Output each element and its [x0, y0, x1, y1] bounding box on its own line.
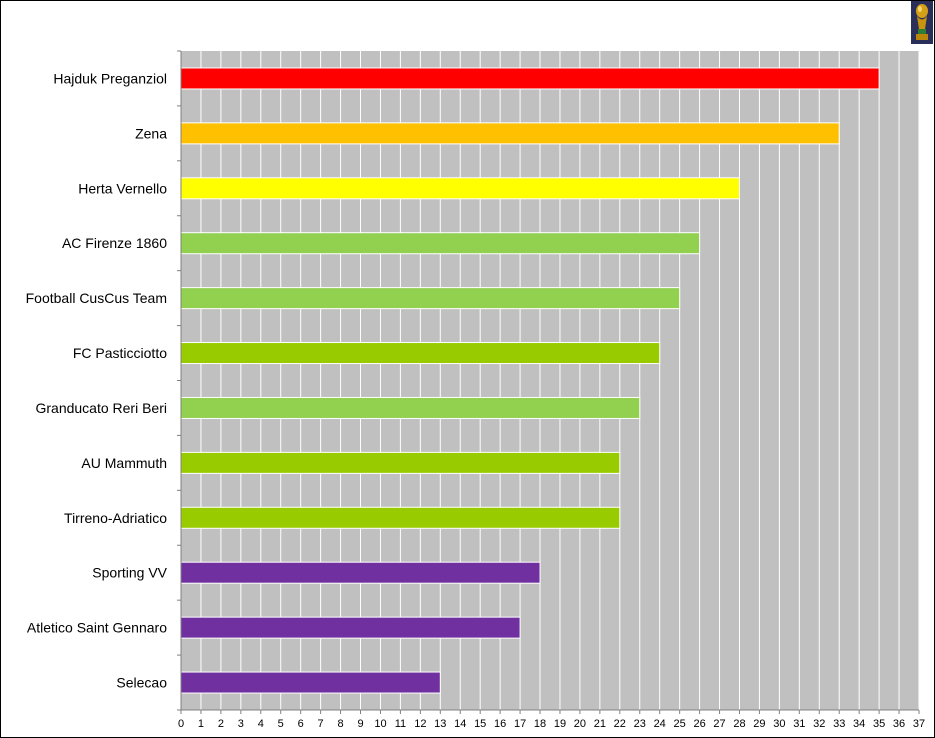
x-tick-label: 0	[178, 718, 184, 730]
category-label: Hajduk Preganziol	[53, 70, 167, 86]
x-tick-label: 7	[318, 718, 324, 730]
bar	[180, 506, 621, 529]
x-tick-label: 29	[753, 718, 765, 730]
axes	[177, 50, 920, 714]
x-tick-label: 31	[793, 718, 805, 730]
bar	[180, 561, 541, 584]
x-tick-label: 36	[893, 718, 905, 730]
category-label: Granducato Reri Beri	[35, 400, 167, 416]
bar	[180, 342, 661, 365]
x-tick-label: 16	[494, 718, 506, 730]
x-tick-label: 34	[853, 718, 865, 730]
x-tick-label: 32	[813, 718, 825, 730]
category-labels: Hajduk Preganziol Zena Herta Vernello AC Fi…	[26, 70, 168, 690]
x-tick-label: 17	[514, 718, 526, 730]
category-label: Zena	[135, 125, 167, 141]
bar	[180, 232, 701, 255]
plot-area	[181, 51, 919, 710]
category-label: AC Firenze 1860	[62, 235, 167, 251]
x-tick-label: 19	[554, 718, 566, 730]
category-label: Selecao	[116, 675, 167, 691]
bars	[180, 67, 880, 694]
x-tick-label: 2	[218, 718, 224, 730]
x-tick-label: 15	[474, 718, 486, 730]
bar	[180, 287, 681, 310]
bar	[180, 396, 641, 419]
x-tick-label: 10	[374, 718, 386, 730]
x-tick-label: 14	[454, 718, 466, 730]
x-tick-label: 30	[773, 718, 785, 730]
x-tick-label: 21	[594, 718, 606, 730]
bar	[180, 122, 840, 145]
x-tick-label: 13	[434, 718, 446, 730]
x-tick-label: 12	[414, 718, 426, 730]
category-label: Atletico Saint Gennaro	[27, 620, 167, 636]
bar	[180, 616, 521, 639]
tick-labels: 0 1 2 3 4 5 6 7 8 9 10 11 12 13 14 15 16 17 18 19 20 21 22 23 24…	[178, 718, 925, 730]
bar	[180, 451, 621, 474]
x-tick-label: 18	[534, 718, 546, 730]
category-label: Sporting VV	[92, 565, 167, 581]
x-tick-label: 23	[634, 718, 646, 730]
x-tick-label: 37	[913, 718, 925, 730]
category-label: FC Pasticciotto	[73, 345, 167, 361]
x-tick-label: 11	[395, 718, 406, 730]
x-tick-label: 27	[713, 718, 725, 730]
x-tick-label: 28	[733, 718, 745, 730]
x-tick-label: 5	[278, 718, 284, 730]
x-tick-label: 6	[298, 718, 304, 730]
x-tick-label: 35	[873, 718, 885, 730]
x-tick-label: 1	[198, 718, 204, 730]
x-tick-label: 26	[693, 718, 705, 730]
x-tick-label: 22	[614, 718, 626, 730]
x-tick-label: 33	[833, 718, 845, 730]
trophy-icon	[911, 1, 933, 44]
category-label: Football CusCus Team	[26, 290, 167, 306]
x-tick-label: 20	[574, 718, 586, 730]
bar	[180, 177, 740, 200]
x-tick-label: 24	[654, 718, 666, 730]
x-tick-label: 4	[258, 718, 264, 730]
x-tick-label: 3	[238, 718, 244, 730]
plot-background	[181, 51, 919, 710]
x-tick-label: 8	[338, 718, 344, 730]
x-tick-label: 9	[357, 718, 363, 730]
bar	[180, 671, 441, 694]
category-label: Herta Vernello	[78, 180, 167, 196]
category-label: Tirreno-Adriatico	[64, 510, 167, 526]
bar	[180, 67, 880, 90]
gridlines	[200, 51, 920, 710]
category-label: AU Mammuth	[81, 455, 167, 471]
x-tick-label: 25	[674, 718, 686, 730]
